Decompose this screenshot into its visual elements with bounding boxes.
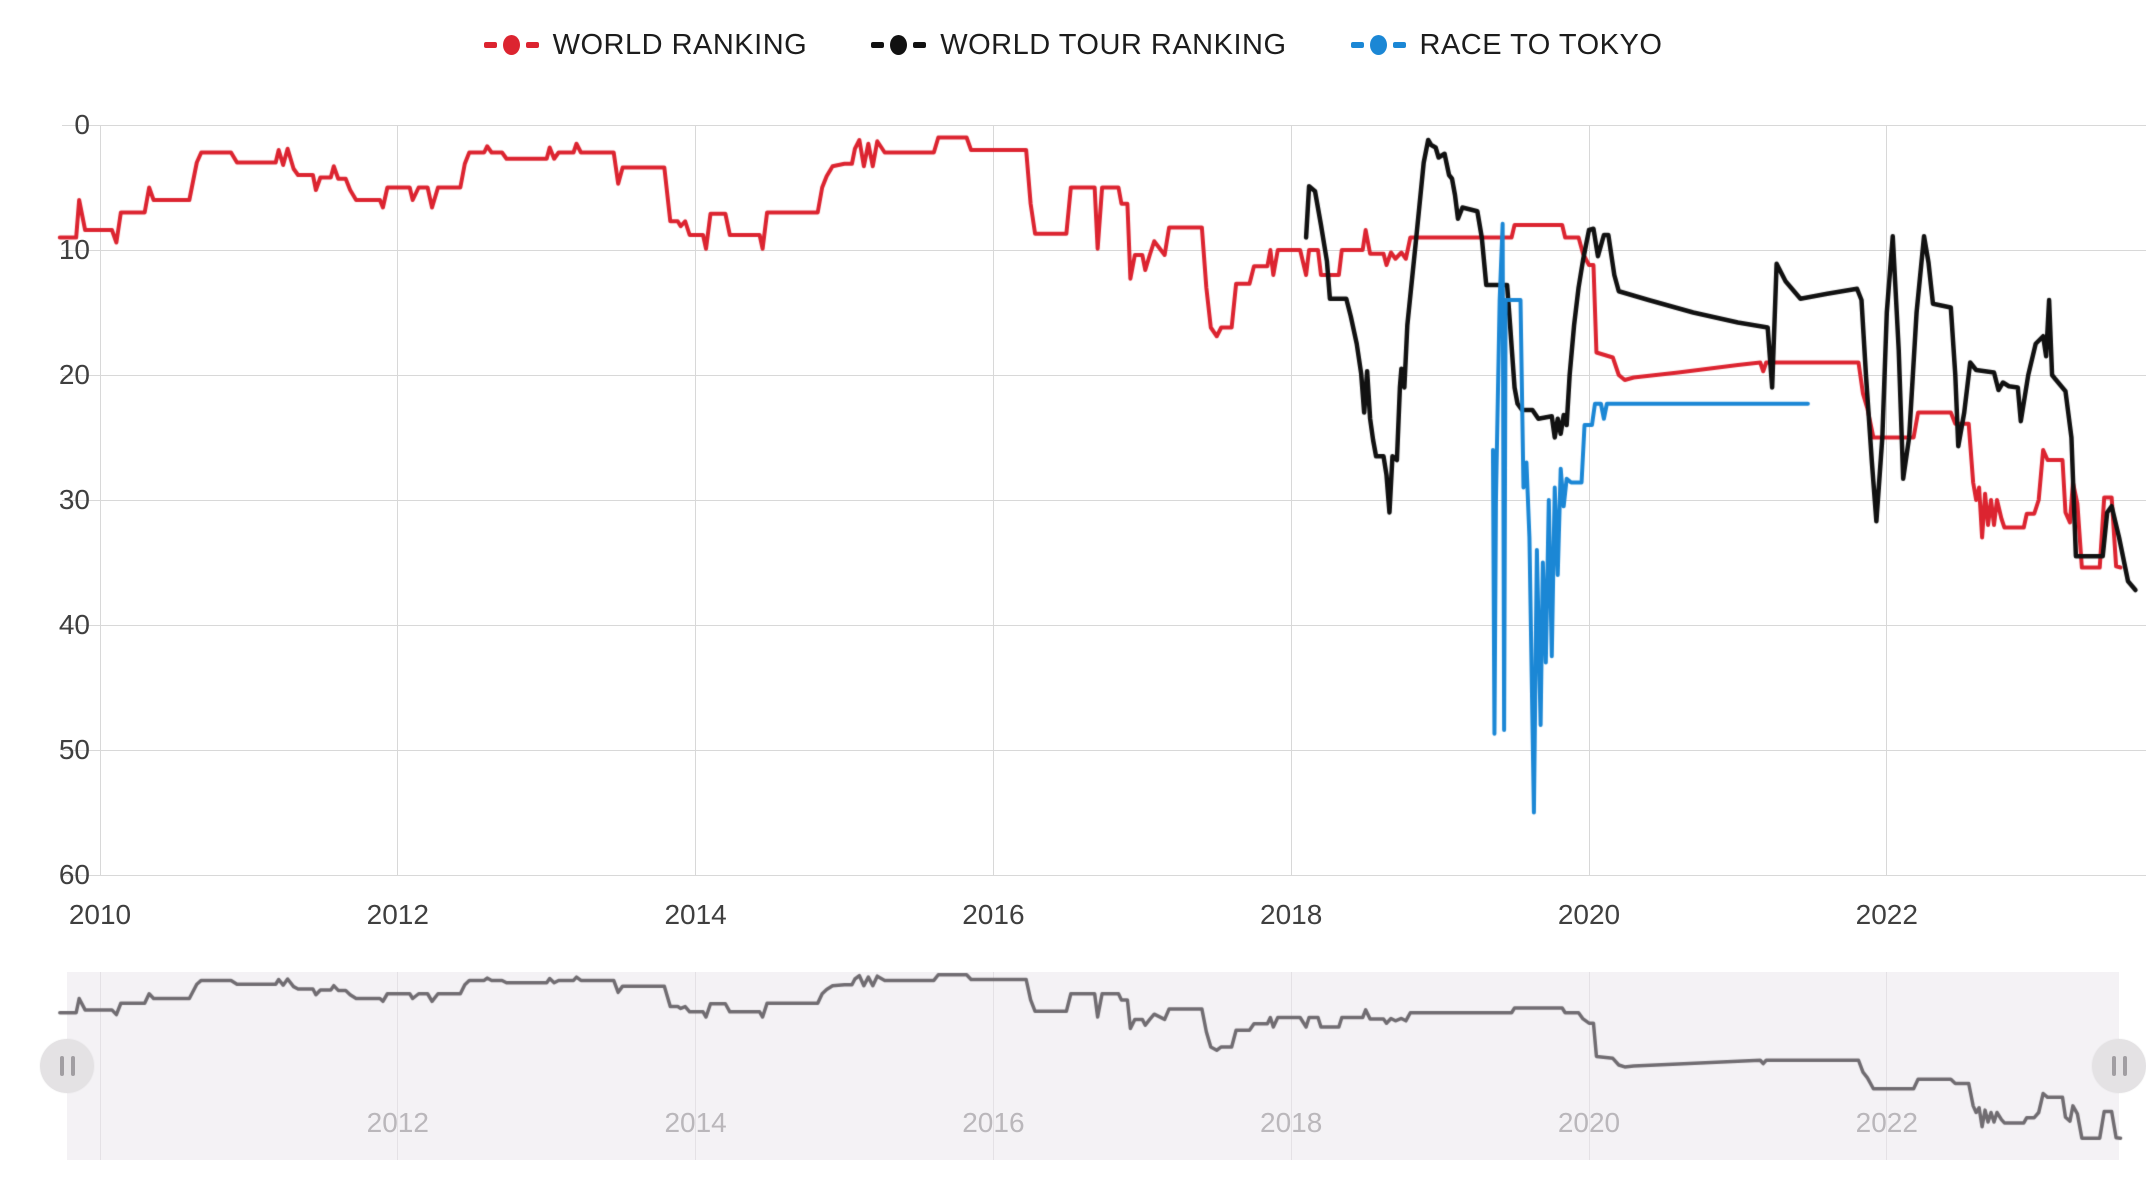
drag-pause-icon	[2111, 1056, 2116, 1076]
drag-pause-icon	[70, 1056, 75, 1076]
drag-pause-icon	[59, 1056, 64, 1076]
navigator-handle-left[interactable]	[40, 1039, 94, 1093]
navigator-handle-right[interactable]	[2092, 1039, 2146, 1093]
drag-pause-icon	[2122, 1056, 2127, 1076]
